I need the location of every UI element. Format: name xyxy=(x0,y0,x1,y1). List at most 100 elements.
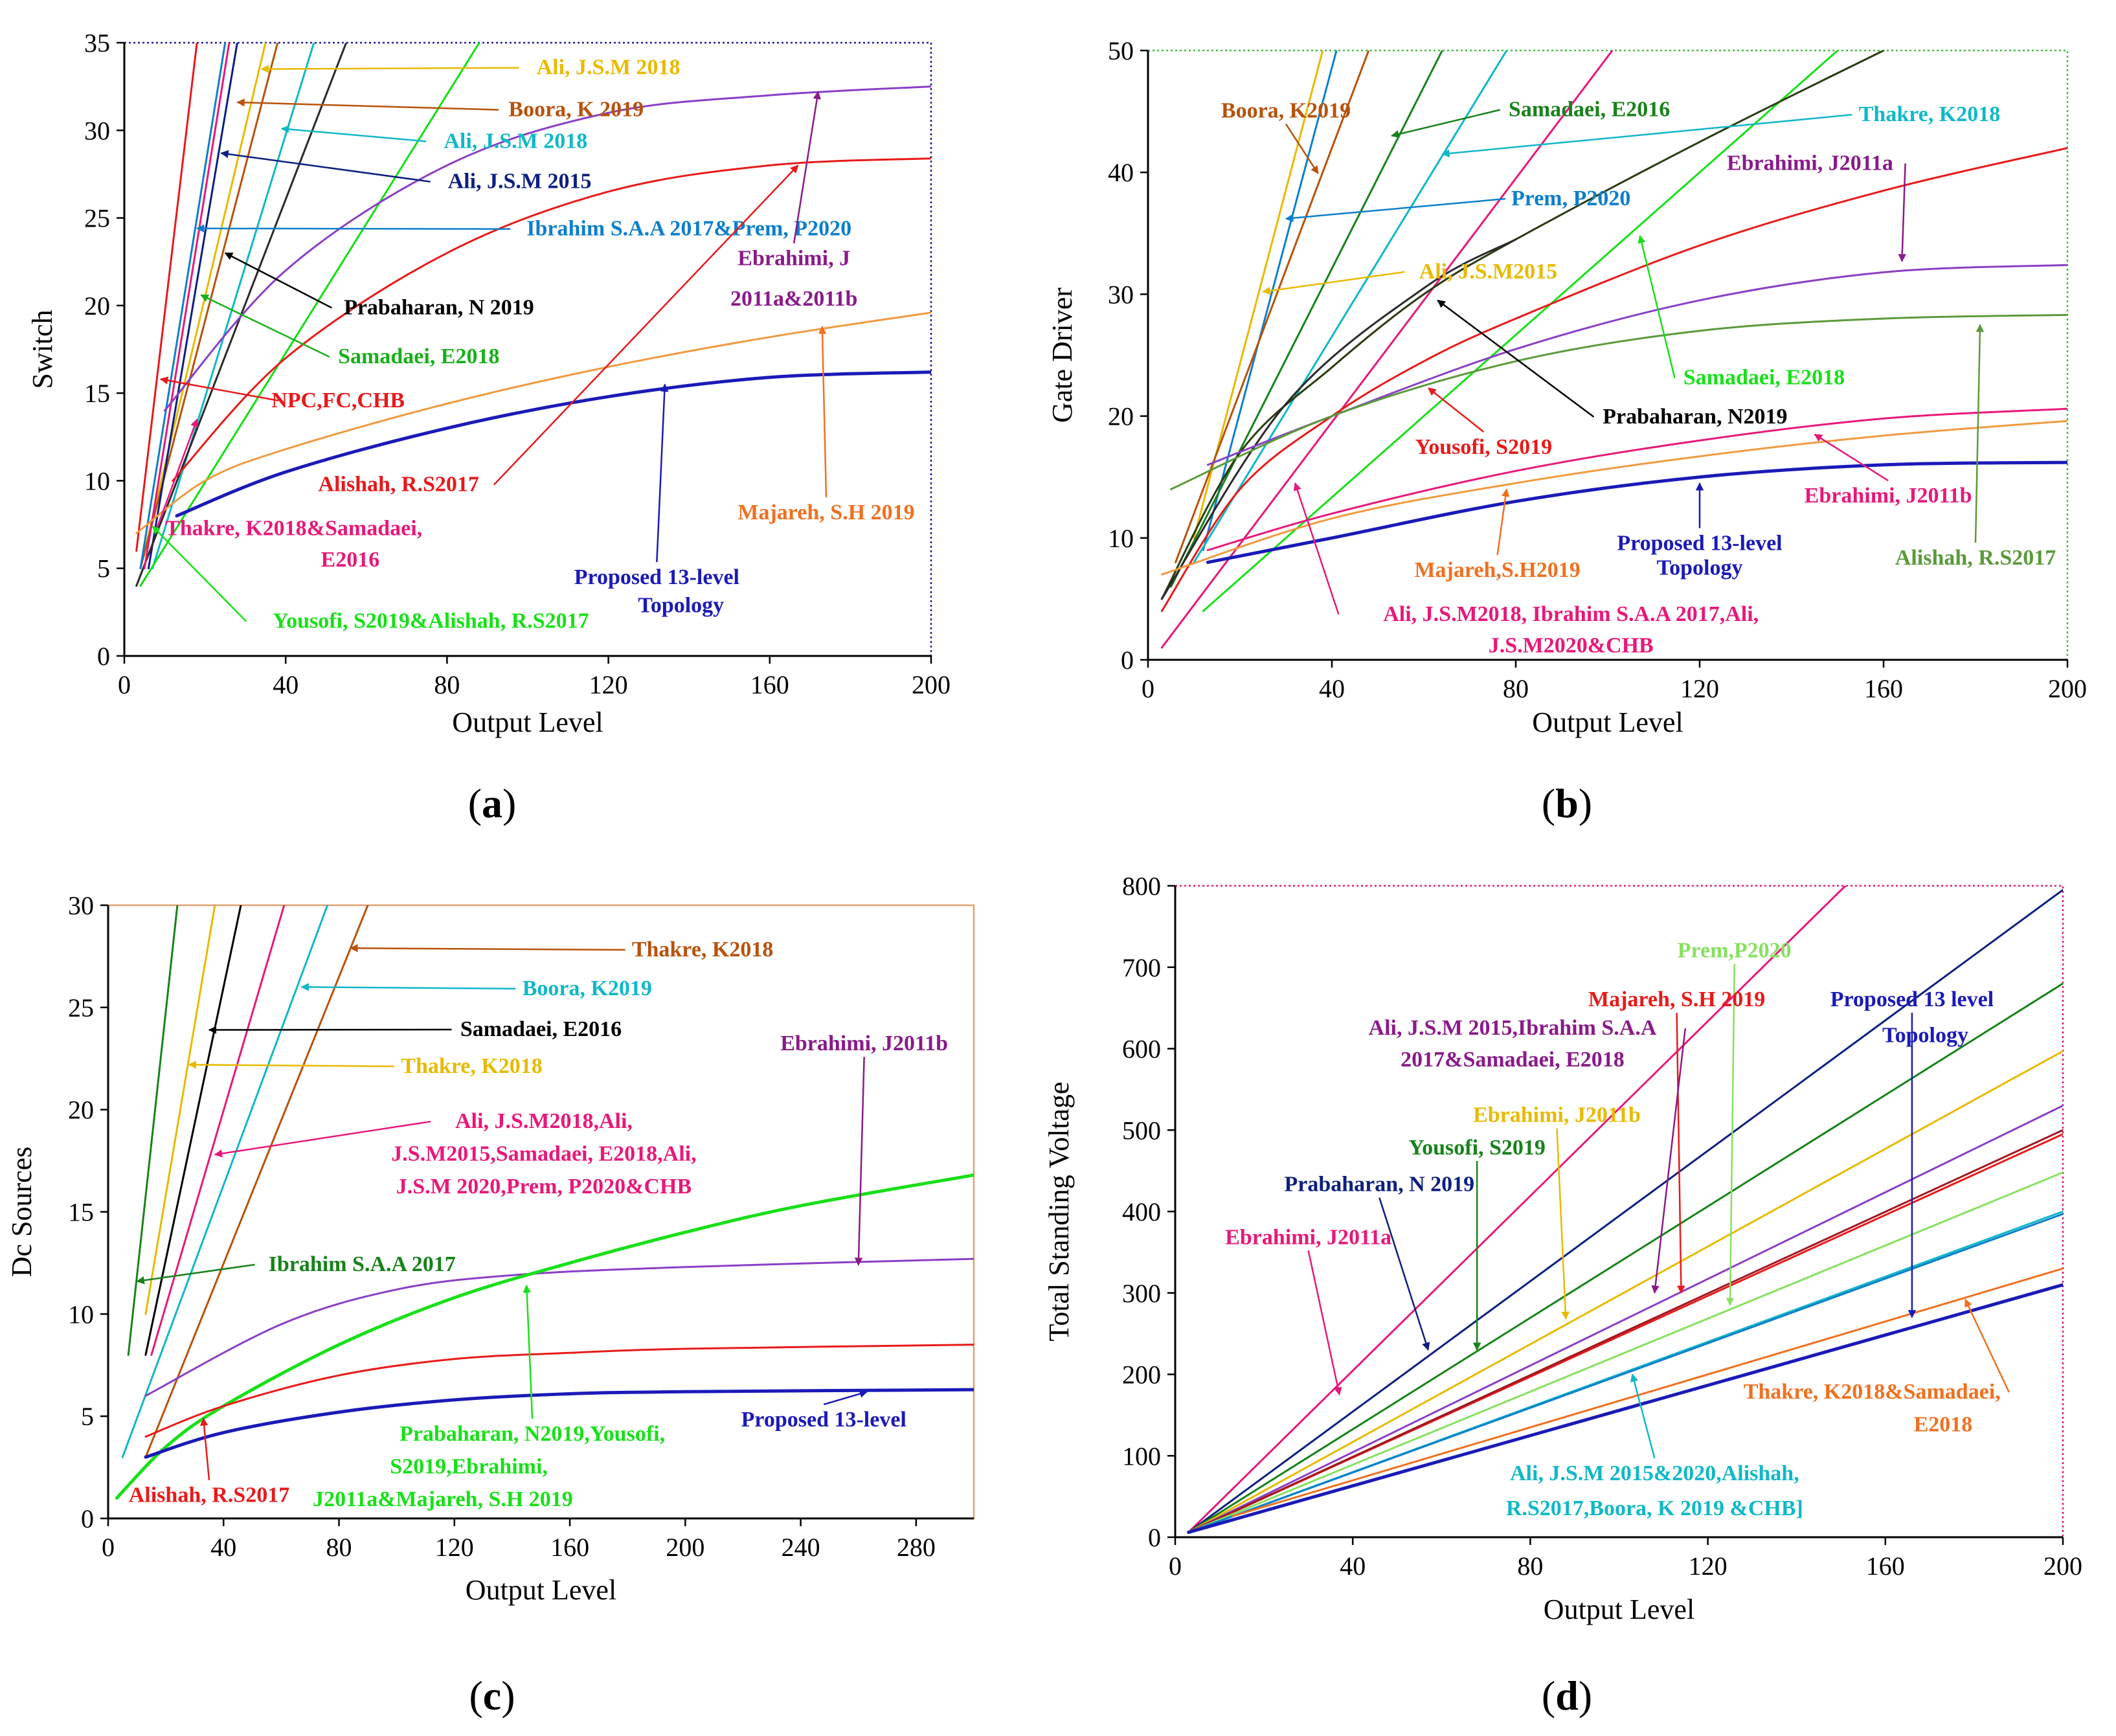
y-tick-label: 100 xyxy=(1122,1441,1161,1471)
series-line xyxy=(150,905,286,1356)
annotation-label: Prabaharan, N 2019 xyxy=(1284,1173,1474,1197)
panel-label-open: ( xyxy=(468,780,482,826)
annotation-arrow xyxy=(1441,113,1852,158)
annotation-arrow xyxy=(1630,1373,1656,1459)
series-line xyxy=(135,311,931,535)
chart-panel-a: 0 40 80 120 160 200 0 5 10 15 20 25 30 35 Output Level… xyxy=(27,28,951,826)
series-line xyxy=(144,1257,974,1397)
x-tick-label: 280 xyxy=(897,1533,936,1562)
annotation-arrow xyxy=(199,1417,210,1480)
x-tick-label: 120 xyxy=(589,670,628,699)
annotation-label: Proposed 13 level xyxy=(1830,987,1994,1011)
x-tick-label: 160 xyxy=(1866,1551,1905,1581)
annotation-arrow xyxy=(300,983,516,991)
series-line xyxy=(1187,1050,2063,1533)
y-tick-label: 0 xyxy=(97,642,110,671)
panel-label-letter: c xyxy=(483,1673,501,1719)
annotation-label: Thakre, K2018 xyxy=(1859,102,2001,126)
x-tick-label: 160 xyxy=(750,670,789,699)
y-tick-label: 10 xyxy=(1108,524,1134,553)
x-tick-label: 200 xyxy=(666,1533,704,1562)
x-axis-title: Output Level xyxy=(1544,1594,1694,1625)
series-line xyxy=(1187,982,2063,1533)
annotation-arrow xyxy=(1726,964,1735,1306)
annotation-label: Boora, K2019 xyxy=(523,976,652,1000)
annotation-arrow xyxy=(214,1120,431,1158)
y-tick-label: 20 xyxy=(68,1096,94,1125)
series-line xyxy=(1160,420,2067,576)
y-tick-label: 700 xyxy=(1122,953,1161,982)
x-tick-label: 40 xyxy=(273,670,298,699)
annotation-label: Prem,P2020 xyxy=(1678,939,1792,963)
annotation-arrow xyxy=(1391,109,1500,139)
series-line xyxy=(144,905,369,1458)
annotation-label: Proposed 13-level xyxy=(1617,532,1782,556)
panel-label-open: ( xyxy=(1542,1673,1555,1719)
panel-label: (c) xyxy=(469,1673,515,1719)
y-tick-label: 15 xyxy=(68,1198,94,1227)
annotation-label: Samadaei, E2016 xyxy=(460,1017,622,1041)
annotation-label: 2017&Samadaei, E2018 xyxy=(1401,1048,1625,1072)
series-line xyxy=(143,43,231,570)
annotation-label: E2018 xyxy=(1914,1413,1973,1437)
series-line xyxy=(1206,460,2067,564)
series-line xyxy=(139,43,267,570)
panel-label: (a) xyxy=(468,780,517,826)
x-axis-title: Output Level xyxy=(466,1574,616,1606)
annotation-arrow xyxy=(1814,433,1889,482)
annotation-arrow xyxy=(220,150,431,183)
panel-label-close: ) xyxy=(1579,1673,1592,1719)
annotation-arrow xyxy=(1964,1298,2010,1393)
annotation-arrow xyxy=(260,65,519,73)
y-tick-label: 600 xyxy=(1122,1035,1161,1064)
panel-label: (d) xyxy=(1542,1673,1592,1719)
panel-label: (b) xyxy=(1542,780,1592,826)
series-line xyxy=(1170,51,1443,588)
annotation-label: Thakre, K2018 xyxy=(401,1054,543,1078)
series-line xyxy=(1202,51,1839,613)
series-line xyxy=(1187,1171,2063,1533)
series-line xyxy=(121,905,329,1458)
annotation-label: J.S.M 2020,Prem, P2020&CHB xyxy=(396,1175,692,1199)
series-line xyxy=(144,905,216,1315)
annotation-label: Ali, J.S.M 2018 xyxy=(444,129,587,153)
series-line xyxy=(1187,1129,2063,1533)
series-line xyxy=(1175,51,1370,563)
chart-panel-c: 0 40 80 120 160 200 240 280 0 5 10 15 20 25 30 Output L… xyxy=(6,891,975,1719)
series-line xyxy=(1187,1213,2063,1533)
annotation-label: Ali, J.S.M 2015 xyxy=(448,170,592,194)
annotation-label: Majareh, S.H 2019 xyxy=(737,501,914,524)
annotation-label: Ali, J.S.M2018, Ibrahim S.A.A 2017,Ali, xyxy=(1383,602,1759,626)
annotation-label: Yousofi, S2019 xyxy=(1408,1136,1546,1160)
annotation-label: Thakre, K2018&Samadaei, xyxy=(1744,1380,2001,1404)
annotation-arrow xyxy=(656,383,669,563)
annotation-label: Topology xyxy=(1657,556,1743,580)
annotation-arrow xyxy=(155,418,199,529)
series-group xyxy=(1187,886,2063,1534)
x-tick-label: 0 xyxy=(118,670,131,699)
x-tick-label: 80 xyxy=(1517,1551,1543,1581)
panel-label-letter: d xyxy=(1555,1673,1579,1719)
annotation-label: Prabaharan, N 2019 xyxy=(344,295,534,319)
annotation-arrow xyxy=(224,252,332,309)
annotation-label: Thakre, K2018 xyxy=(632,938,774,962)
annotation-arrow xyxy=(1437,299,1595,418)
y-tick-label: 30 xyxy=(1108,280,1134,309)
annotation-label: Samadaei, E2018 xyxy=(338,344,499,368)
annotation-arrow xyxy=(1974,324,1985,543)
panel-label-close: ) xyxy=(501,1673,515,1719)
annotation-label: Majareh,S.H2019 xyxy=(1414,558,1580,582)
series-line xyxy=(172,157,931,482)
annotation-arrow xyxy=(1285,197,1506,222)
panel-label-letter: a xyxy=(482,780,502,826)
y-axis-title: Gate Driver xyxy=(1046,287,1078,423)
annotation-label: Prabaharan, N2019,Yousofi, xyxy=(400,1422,665,1446)
annotation-arrow xyxy=(350,944,625,953)
annotation-label: Prem, P2020 xyxy=(1511,186,1630,210)
series-line xyxy=(1187,1105,2063,1533)
x-tick-label: 120 xyxy=(1689,1551,1728,1581)
annotation-label: R.S2017,Boora, K 2019 &CHB] xyxy=(1506,1496,1803,1520)
series-line xyxy=(139,43,227,570)
annotation-label: Ebrahimi, J2011a xyxy=(1727,151,1893,175)
